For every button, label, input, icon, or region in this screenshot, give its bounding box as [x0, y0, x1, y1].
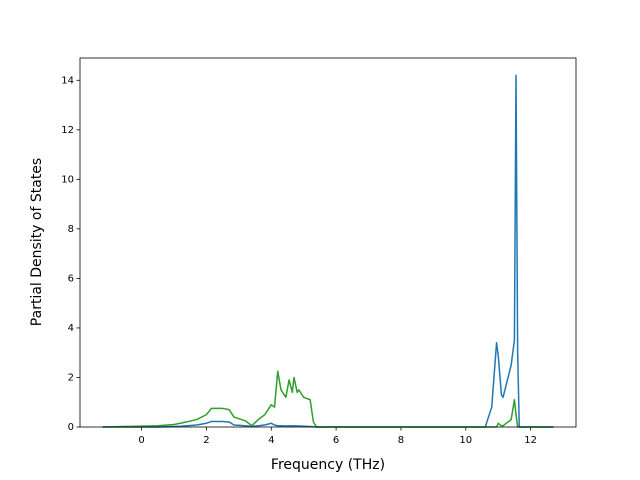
series-line — [102, 74, 554, 428]
y-tick-label: 6 — [68, 273, 74, 284]
y-axis-label: Partial Density of States — [29, 158, 45, 326]
series-line — [102, 370, 554, 428]
y-tick-label: 14 — [61, 75, 74, 86]
x-tick-label: 4 — [268, 435, 274, 446]
x-tick-label: 6 — [333, 435, 339, 446]
x-tick-label: 8 — [398, 435, 404, 446]
y-tick-label: 4 — [68, 323, 74, 334]
y-tick-label: 10 — [61, 174, 74, 185]
y-tick-label: 2 — [68, 372, 74, 383]
x-tick-label: 10 — [459, 435, 472, 446]
x-tick-label: 0 — [138, 435, 144, 446]
y-tick-label: 0 — [68, 422, 74, 433]
x-tick-label: 12 — [524, 435, 537, 446]
y-tick-label: 8 — [68, 224, 74, 235]
x-axis-label: Frequency (THz) — [271, 457, 385, 473]
y-tick-label: 12 — [61, 125, 74, 136]
plot-frame — [79, 57, 577, 428]
x-tick-label: 2 — [203, 435, 209, 446]
